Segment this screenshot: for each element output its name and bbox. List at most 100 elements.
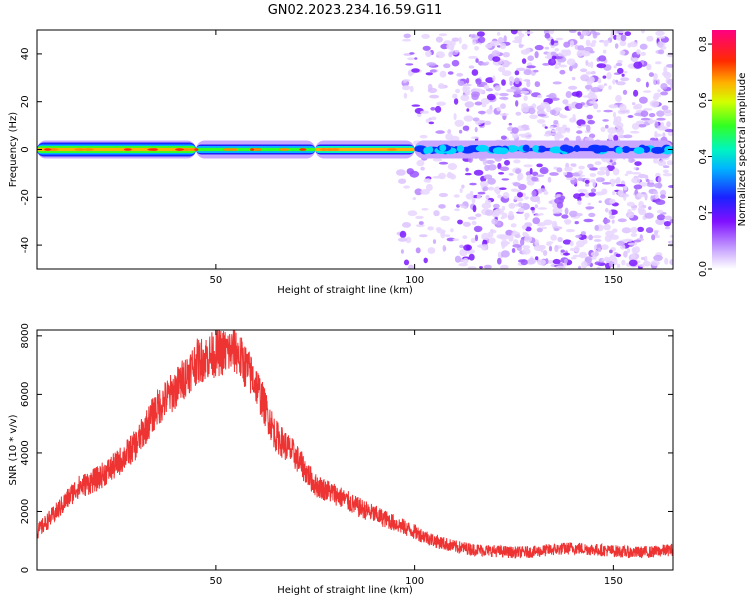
- noise-blob: [604, 256, 609, 260]
- noise-blob: [588, 212, 596, 218]
- noise-blob: [517, 207, 525, 213]
- noise-blob: [594, 224, 599, 231]
- noise-blob: [529, 167, 533, 175]
- noise-blob: [563, 41, 571, 48]
- noise-blob: [479, 266, 483, 269]
- noise-blob: [594, 261, 602, 266]
- noise-blob: [623, 70, 628, 74]
- noise-blob: [578, 170, 584, 175]
- noise-blob: [626, 248, 631, 254]
- noise-blob: [474, 46, 479, 51]
- noise-blob: [532, 217, 540, 225]
- noise-blob: [496, 234, 506, 239]
- noise-blob: [537, 259, 547, 266]
- noise-blob: [414, 57, 418, 60]
- noise-blob: [427, 87, 438, 94]
- noise-blob: [488, 186, 494, 191]
- noise-blob: [537, 188, 547, 192]
- noise-blob: [576, 213, 583, 217]
- noise-blob: [612, 190, 616, 196]
- noise-blob: [631, 247, 637, 254]
- band-peak: [233, 148, 238, 151]
- noise-blob: [501, 79, 506, 86]
- noise-blob: [475, 58, 479, 63]
- noise-blob: [487, 177, 496, 185]
- noise-blob: [570, 163, 577, 167]
- noise-blob: [633, 239, 642, 243]
- noise-blob: [474, 126, 478, 133]
- noise-blob: [523, 69, 532, 76]
- noise-blob: [492, 56, 501, 62]
- noise-blob: [472, 39, 477, 45]
- noise-blob: [609, 215, 615, 219]
- band-peak: [123, 148, 132, 151]
- noise-blob: [510, 188, 518, 192]
- noise-blob: [594, 251, 599, 257]
- noise-blob: [450, 228, 454, 233]
- noise-blob: [558, 64, 568, 68]
- colorbar-ticks: 0.0 0.2 0.4 0.6 0.8: [698, 36, 712, 277]
- noise-blob: [470, 136, 480, 139]
- noise-blob: [643, 255, 648, 263]
- noise-blob: [537, 119, 546, 124]
- spectrogram-y-axis-label: Frequency (Hz): [8, 112, 19, 188]
- noise-blob: [654, 121, 659, 129]
- noise-blob: [471, 93, 479, 101]
- noise-blob: [588, 234, 593, 241]
- noise-blob: [429, 94, 439, 99]
- snr-x-axis-label: Height of straight line (km): [277, 585, 413, 596]
- noise-blob: [601, 244, 609, 251]
- noise-blob: [526, 174, 532, 183]
- noise-blob: [428, 121, 435, 125]
- noise-blob: [596, 266, 601, 269]
- noise-blob: [517, 172, 524, 181]
- noise-blob: [509, 81, 513, 86]
- noise-blob: [536, 163, 543, 168]
- noise-blob: [582, 238, 588, 245]
- noise-blob: [646, 179, 650, 183]
- noise-blob: [643, 108, 653, 111]
- noise-blob: [439, 70, 447, 78]
- band-blob: [651, 146, 665, 154]
- noise-blob: [590, 61, 594, 69]
- noise-blob: [469, 190, 474, 198]
- noise-blob: [477, 119, 486, 124]
- noise-blob: [530, 176, 539, 182]
- noise-blob: [459, 188, 463, 194]
- noise-blob: [471, 220, 477, 226]
- noise-blob: [501, 70, 512, 77]
- noise-blob: [402, 222, 411, 228]
- noise-blob: [422, 45, 431, 51]
- noise-blob: [474, 234, 479, 242]
- noise-blob: [476, 193, 481, 200]
- noise-blob: [463, 244, 472, 251]
- noise-blob: [664, 257, 669, 265]
- noise-blob: [425, 50, 432, 57]
- band-peak: [387, 148, 397, 151]
- noise-blob: [409, 85, 414, 93]
- band-peak: [175, 148, 185, 151]
- noise-blob: [552, 258, 561, 265]
- noise-blob: [570, 256, 577, 260]
- noise-blob: [510, 30, 518, 35]
- noise-blob: [440, 231, 446, 239]
- noise-blob: [631, 102, 636, 106]
- noise-blob: [536, 227, 543, 233]
- noise-blob: [508, 122, 512, 126]
- noise-blob: [445, 133, 453, 141]
- noise-blob: [520, 105, 531, 113]
- noise-blob: [544, 46, 550, 50]
- noise-blob: [616, 263, 621, 268]
- noise-blob: [407, 210, 418, 217]
- noise-blob: [660, 189, 667, 197]
- noise-blob: [607, 133, 614, 141]
- noise-blob: [565, 229, 576, 233]
- noise-blob: [621, 73, 625, 77]
- noise-blob: [541, 226, 547, 230]
- noise-blob: [540, 101, 550, 109]
- noise-blob: [419, 234, 428, 238]
- noise-blob: [636, 77, 641, 83]
- noise-blob: [649, 100, 660, 108]
- noise-blob: [622, 89, 628, 95]
- noise-blob: [596, 63, 607, 69]
